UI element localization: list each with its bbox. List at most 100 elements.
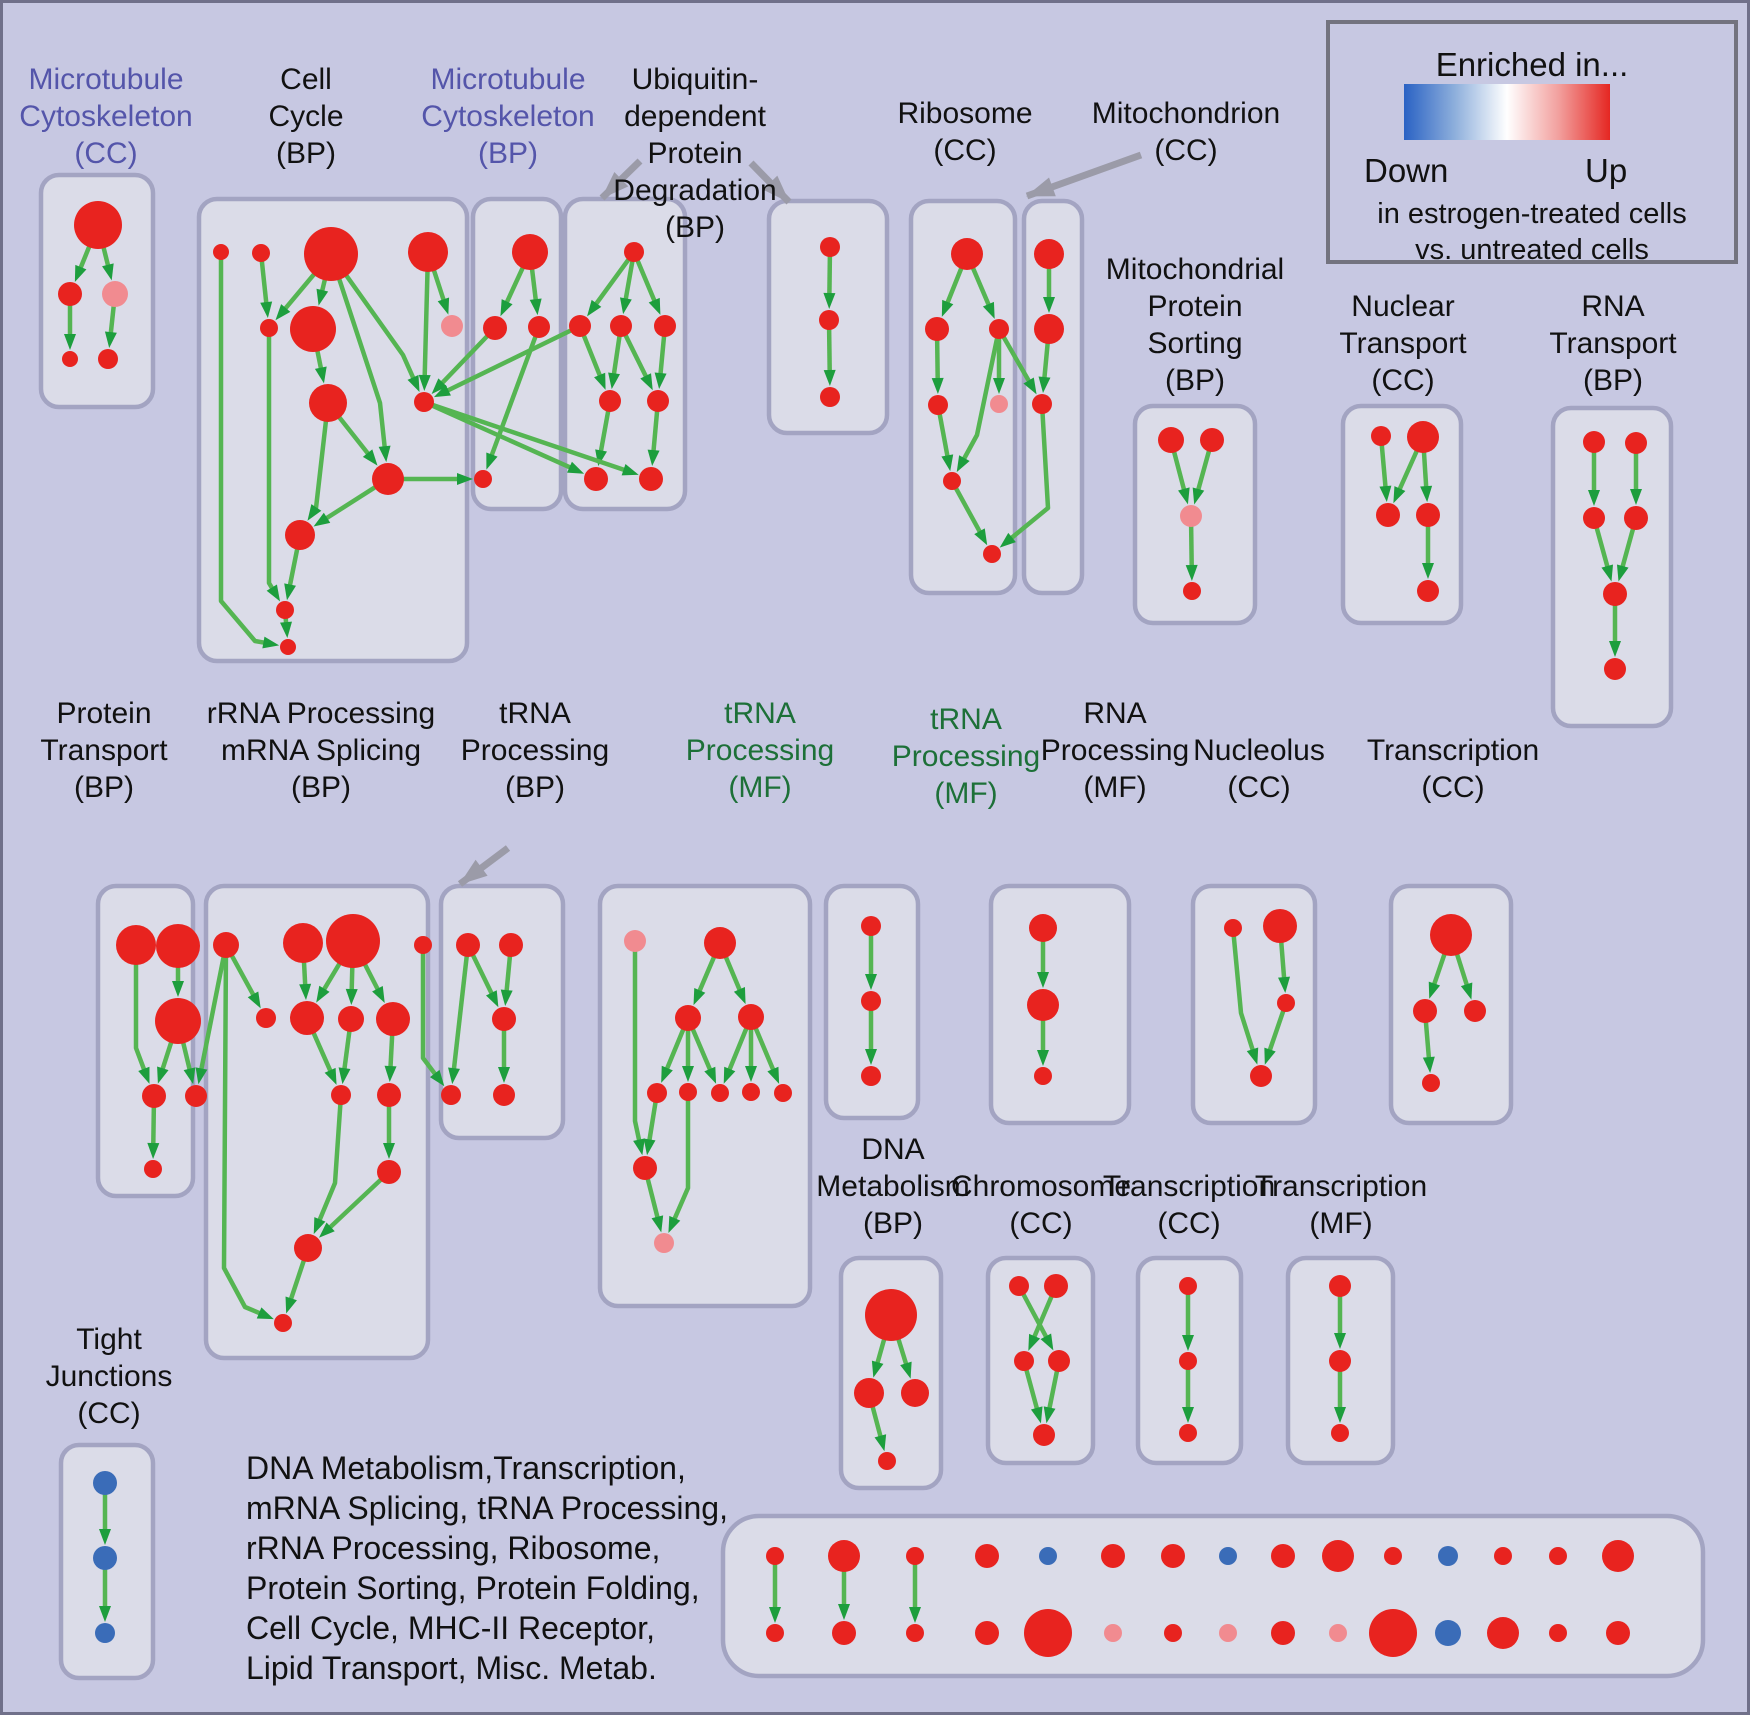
go-term-node [1219, 1624, 1237, 1642]
go-term-node [1407, 421, 1439, 453]
go-term-node [820, 237, 840, 257]
go-term-node [584, 467, 608, 491]
go-term-node [1024, 1609, 1072, 1657]
go-term-node [1384, 1547, 1402, 1565]
go-term-node [155, 998, 201, 1044]
go-term-node [1250, 1065, 1272, 1087]
go-term-node [906, 1624, 924, 1642]
edge-arrow [431, 326, 497, 395]
go-term-node [647, 1083, 667, 1103]
go-term-node [742, 1083, 760, 1101]
edge-arrow [328, 253, 391, 463]
go-term-node [1101, 1544, 1125, 1568]
go-term-node [408, 232, 448, 272]
edge-arrow [195, 944, 229, 1085]
go-term-node [1158, 427, 1184, 453]
label-pointer-arrow-icon [457, 845, 511, 887]
go-term-node [1277, 994, 1295, 1012]
go-term-node [93, 1546, 117, 1570]
edge-arrow [221, 944, 274, 1320]
cluster-box-chromosome-cc [985, 1255, 1096, 1466]
cluster-box-nuclear-transport-cc [1340, 403, 1464, 626]
go-term-node [704, 927, 736, 959]
edge-arrow [218, 252, 280, 649]
go-term-node [1322, 1540, 1354, 1572]
go-term-node [441, 1085, 461, 1105]
legend-gradient-bar [1404, 84, 1610, 140]
go-term-node [1271, 1621, 1295, 1645]
go-term-node [738, 1004, 764, 1030]
go-term-node [1430, 914, 1472, 956]
label-pointer-arrow-icon [748, 160, 792, 205]
cluster-box-nucleolus-cc [1190, 883, 1318, 1126]
edge-arrow [420, 945, 445, 1087]
go-term-node [1033, 1424, 1055, 1446]
go-term-node [774, 1084, 792, 1102]
go-term-node [828, 1540, 860, 1572]
go-term-node [1271, 1544, 1295, 1568]
go-term-node [1044, 1274, 1068, 1298]
legend-down-label: Down [1364, 152, 1449, 189]
legend-title: Enriched in... [1435, 46, 1629, 83]
go-term-node [1164, 1624, 1182, 1642]
go-term-node [943, 472, 961, 490]
edge-arrow [668, 1092, 691, 1233]
edge-arrow [313, 1094, 344, 1235]
go-term-node [213, 244, 229, 260]
go-term-node [256, 1008, 276, 1028]
go-term-node [512, 234, 548, 270]
go-term-node [569, 315, 591, 337]
go-term-node [294, 1234, 322, 1262]
go-term-node [1549, 1624, 1567, 1642]
go-term-node [675, 1005, 701, 1031]
edge-arrow [999, 403, 1051, 548]
go-term-node [1329, 1624, 1347, 1642]
go-term-node [156, 924, 200, 968]
cluster-box-mixed-clusters [720, 1513, 1706, 1679]
go-term-node [1224, 919, 1242, 937]
go-term-node [1602, 1540, 1634, 1572]
go-term-node [1034, 1067, 1052, 1085]
go-term-node [865, 1289, 917, 1341]
go-term-node [338, 1006, 364, 1032]
go-term-node [260, 319, 278, 337]
misc-clusters-note: DNA Metabolism,Transcription, mRNA Splic… [246, 1450, 728, 1686]
go-term-node [1014, 1351, 1034, 1371]
edge-arrow [329, 252, 420, 392]
edge-arrow [266, 328, 281, 602]
go-term-node [144, 1160, 162, 1178]
go-term-node [62, 351, 78, 367]
go-term-node [377, 1083, 401, 1107]
edge-arrow [997, 327, 1037, 395]
go-term-node [483, 316, 507, 340]
go-term-node [633, 1156, 657, 1180]
legend-up-label: Up [1585, 152, 1628, 189]
go-term-node [647, 390, 669, 412]
go-term-node [377, 1160, 401, 1184]
go-term-node [274, 1314, 292, 1332]
go-term-node [1464, 1000, 1486, 1022]
go-term-node [679, 1083, 697, 1101]
go-term-node [878, 1452, 896, 1470]
go-term-node [951, 238, 983, 270]
go-term-node [989, 319, 1009, 339]
go-term-node [283, 923, 323, 963]
go-term-node [414, 936, 432, 954]
go-term-node [98, 349, 118, 369]
go-term-node [975, 1621, 999, 1645]
go-term-node [925, 317, 949, 341]
go-term-node [1029, 914, 1057, 942]
edge-arrow [632, 941, 645, 1156]
go-term-node [1625, 432, 1647, 454]
label-pointer-arrow-icon [1025, 151, 1143, 200]
edge-arrow [423, 399, 639, 476]
edge-arrow [433, 323, 581, 398]
go-term-node [928, 395, 948, 415]
go-term-node [1376, 503, 1400, 527]
go-term-node [1048, 1350, 1070, 1372]
go-term-node [1604, 658, 1626, 680]
go-term-node [456, 933, 480, 957]
go-term-node [766, 1547, 784, 1565]
go-term-node [861, 916, 881, 936]
go-term-node [624, 242, 644, 262]
